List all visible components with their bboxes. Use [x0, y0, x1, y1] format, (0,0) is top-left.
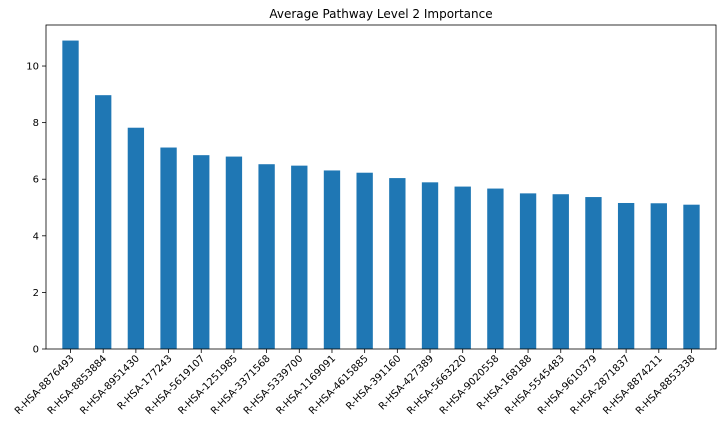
- bar-R-HSA-9610379: [585, 197, 602, 349]
- bar-R-HSA-5619107: [193, 155, 210, 349]
- chart-title: Average Pathway Level 2 Importance: [269, 7, 492, 21]
- x-tick-label: R-HSA-5545483: [503, 353, 567, 417]
- y-tick-label: 4: [33, 231, 39, 242]
- y-tick-label: 2: [33, 288, 39, 299]
- bar-R-HSA-8876493: [62, 40, 79, 350]
- y-tick-label: 10: [26, 62, 39, 73]
- x-tick-label: R-HSA-1169091: [274, 353, 338, 417]
- x-tick-label: R-HSA-8853884: [46, 353, 110, 417]
- y-axis: 0 2 4 6 8 10: [26, 62, 46, 356]
- bar-R-HSA-5663220: [454, 186, 471, 349]
- bar-R-HSA-5339700: [291, 165, 308, 349]
- bar-R-HSA-8951430: [127, 127, 145, 349]
- bars-group: [62, 40, 700, 350]
- bar-R-HSA-8853884: [95, 95, 112, 350]
- bar-R-HSA-4615885: [356, 172, 373, 349]
- x-tick-label: R-HSA-3371568: [209, 353, 273, 417]
- bar-R-HSA-8853338: [683, 204, 700, 349]
- bar-R-HSA-168188: [519, 193, 537, 349]
- plot-frame: [45, 24, 717, 350]
- x-tick-label: R-HSA-5339700: [242, 353, 306, 417]
- x-tick-label: R-HSA-8876493: [13, 353, 77, 417]
- x-axis: R-HSA-8876493R-HSA-8853884R-HSA-8951430R…: [13, 349, 698, 417]
- bar-R-HSA-9020558: [487, 188, 504, 349]
- x-tick-label: R-HSA-8951430: [78, 353, 142, 417]
- bar-R-HSA-3371568: [258, 164, 275, 349]
- bar-R-HSA-2871837: [617, 202, 635, 349]
- bar-R-HSA-8874211: [650, 203, 667, 349]
- bar-R-HSA-1251985: [225, 156, 243, 349]
- bar-R-HSA-391160: [389, 178, 406, 349]
- x-tick-label: R-HSA-2871837: [569, 353, 633, 417]
- y-tick-label: 0: [33, 345, 39, 356]
- y-tick-label: 8: [33, 118, 39, 129]
- x-tick-label: R-HSA-9610379: [536, 353, 600, 417]
- bar-R-HSA-177243: [160, 147, 177, 349]
- x-tick-label: R-HSA-8874211: [601, 353, 665, 417]
- bar-R-HSA-5545483: [552, 194, 569, 349]
- x-tick-label: R-HSA-5619107: [144, 353, 208, 417]
- x-tick-label: R-HSA-1251985: [176, 353, 240, 417]
- x-tick-label: R-HSA-5663220: [405, 353, 469, 417]
- x-tick-label: R-HSA-8853338: [634, 353, 698, 417]
- x-tick-label: R-HSA-9020558: [438, 353, 502, 417]
- bar-R-HSA-427389: [421, 182, 439, 349]
- bar-R-HSA-1169091: [323, 170, 341, 349]
- y-tick-label: 6: [33, 175, 39, 186]
- x-tick-label: R-HSA-4615885: [307, 353, 371, 417]
